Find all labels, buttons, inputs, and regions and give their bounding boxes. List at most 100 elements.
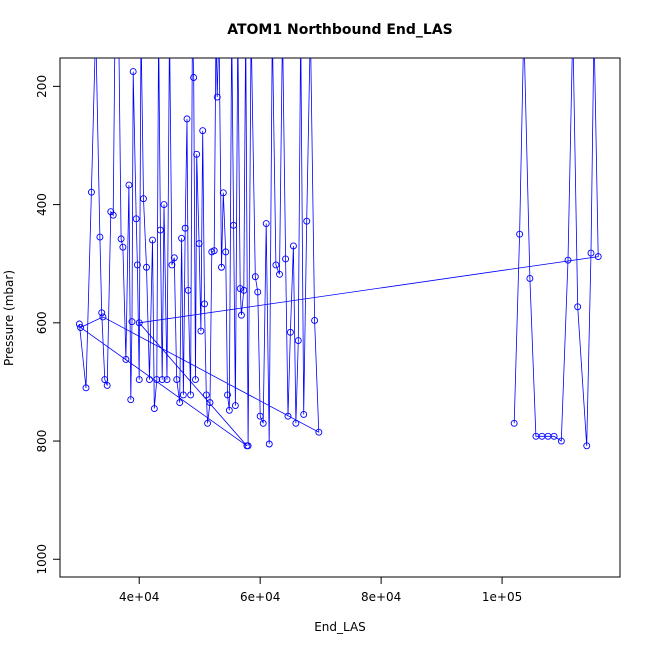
data-point [125,181,133,189]
data-point [87,188,95,196]
data-point [187,391,195,399]
data-point [156,226,164,234]
data-point [193,150,201,158]
data-point [135,319,143,327]
data-point [122,356,130,363]
y-tick-label: 400 [35,193,49,216]
data-point [127,396,135,404]
data-point [557,437,565,445]
data-point [222,248,230,256]
data-point [146,376,153,384]
data-point [160,201,168,209]
plot-area [75,58,602,450]
data-point [230,221,238,229]
data-point [564,256,572,264]
data-point [201,300,208,308]
data-point [173,376,181,384]
data-point [259,419,267,427]
data-point [231,402,239,410]
data-point [183,115,191,123]
data-point [128,318,136,326]
data-point [574,303,582,311]
y-tick-label: 200 [35,75,49,98]
data-point [103,382,111,389]
data-point [516,230,524,238]
data-point [140,195,147,203]
data-point [153,376,161,384]
data-point [206,399,214,407]
data-point [300,410,308,418]
data-point [224,391,231,399]
data-point [286,328,294,336]
data-point [272,261,280,269]
y-tick-label: 1000 [35,544,49,575]
data-point [77,324,85,331]
data-point [587,249,595,257]
data-point [150,405,158,412]
data-point [82,384,90,392]
y-tick-label: 800 [35,430,49,453]
data-point [119,243,127,251]
data-line [79,58,599,447]
data-point [184,286,192,294]
data-point [135,376,143,384]
data-point [289,242,297,250]
x-tick-label: 1e+05 [482,590,522,604]
data-point [75,320,83,328]
data-point [99,313,107,321]
data-point [143,263,150,271]
data-point [132,215,140,223]
data-point [195,240,203,248]
data-point [254,288,262,296]
data-point [225,406,233,414]
data-point [236,285,244,292]
data-point [240,286,248,294]
x-tick-label: 4e+04 [119,590,159,604]
data-point [101,376,109,384]
data-point [594,253,602,261]
data-point [262,220,270,227]
data-point [133,261,141,269]
data-point [163,376,171,384]
data-point [294,337,302,345]
data-point [181,224,189,232]
data-point [107,208,115,216]
plot-box [59,57,621,578]
data-point [210,247,218,255]
data-point [251,273,259,281]
data-point [98,309,106,317]
data-point [243,442,251,450]
data-point [213,93,221,101]
data-point [109,211,117,219]
data-point [176,399,184,407]
data-point [204,419,212,427]
data-point [192,376,199,384]
data-point [129,68,137,76]
data-point [311,317,319,324]
data-point [168,261,176,269]
data-point [292,419,300,427]
data-point [190,74,198,81]
data-point [284,412,292,420]
data-point [276,270,283,278]
data-point [532,432,540,440]
data-point [197,327,205,335]
chart-title: ATOM1 Northbound End_LAS [227,22,453,38]
data-point [170,254,178,262]
data-point [178,234,186,242]
data-point [510,419,518,427]
data-point [315,428,323,436]
data-point [256,412,264,420]
data-point [237,311,245,319]
x-tick-label: 6e+04 [240,590,280,604]
data-point [219,189,227,197]
data-point [583,442,591,450]
data-point [158,376,166,384]
data-point [117,235,125,243]
data-point [303,217,311,225]
data-point [202,391,210,399]
x-axis-label: End_LAS [314,620,366,634]
data-point [526,275,534,282]
x-tick-label: 8e+04 [361,590,401,604]
